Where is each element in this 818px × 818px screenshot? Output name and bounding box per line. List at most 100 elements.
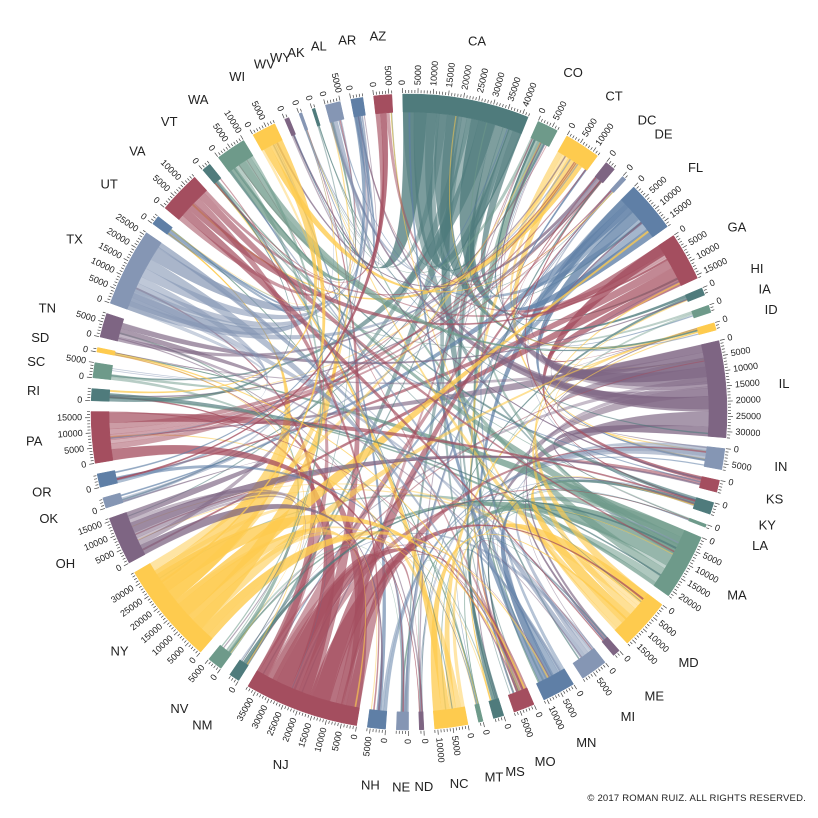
minor-tick-ok	[100, 502, 104, 504]
arc-wv[interactable]	[284, 117, 296, 137]
arc-mt[interactable]	[474, 703, 484, 723]
minor-tick-ks	[718, 489, 722, 491]
minor-tick-nc	[461, 726, 464, 730]
minor-tick-ut	[154, 213, 158, 217]
arc-ca[interactable]	[402, 93, 529, 135]
arc-hi[interactable]	[684, 287, 706, 302]
tick-label-ca: 40000	[520, 81, 538, 108]
major-tick-il	[725, 369, 731, 371]
arc-ut[interactable]	[152, 216, 173, 235]
arc-wy[interactable]	[298, 112, 309, 131]
tick-label-ca: 20000	[460, 64, 474, 90]
arc-ma[interactable]	[653, 529, 702, 597]
arc-id[interactable]	[696, 322, 717, 336]
minor-tick-va	[187, 178, 190, 181]
tick-label-dc: 0	[607, 148, 618, 158]
arc-tn[interactable]	[99, 313, 125, 342]
arc-md[interactable]	[614, 593, 663, 644]
arc-va[interactable]	[164, 176, 208, 220]
minor-tick-ca	[499, 103, 501, 107]
arc-ar[interactable]	[350, 97, 366, 118]
arc-tx[interactable]	[109, 232, 162, 310]
arc-oh[interactable]	[108, 512, 146, 564]
arc-ia[interactable]	[691, 304, 712, 319]
state-label-me: ME	[644, 688, 664, 703]
minor-tick-nj	[331, 721, 333, 725]
arc-de[interactable]	[610, 176, 627, 194]
minor-tick-md	[636, 635, 640, 638]
arc-wa[interactable]	[217, 140, 254, 173]
tick-label-az: 0	[368, 81, 378, 87]
arc-vt[interactable]	[202, 163, 222, 185]
arc-me[interactable]	[601, 636, 620, 656]
tick-label-ca: 35000	[505, 76, 522, 103]
arc-or[interactable]	[96, 470, 118, 488]
arc-al[interactable]	[325, 101, 345, 123]
tick-label-in: 0	[733, 444, 739, 455]
major-tick-ct	[580, 138, 584, 144]
arc-pa[interactable]	[90, 411, 114, 464]
arc-nj[interactable]	[247, 670, 360, 726]
arc-sc[interactable]	[92, 362, 113, 380]
arc-fl[interactable]	[620, 186, 668, 238]
arc-mn[interactable]	[535, 668, 574, 701]
arc-sd[interactable]	[96, 347, 116, 356]
minor-tick-ca	[490, 100, 492, 104]
minor-tick-ut	[152, 216, 156, 219]
minor-tick-nj	[245, 686, 248, 690]
minor-tick-ny	[132, 575, 136, 578]
minor-tick-ma	[679, 580, 683, 584]
minor-tick-wa	[223, 148, 226, 152]
minor-tick-ga	[685, 251, 689, 254]
minor-tick-dc	[613, 164, 617, 168]
arc-il[interactable]	[701, 340, 728, 439]
arc-dc[interactable]	[594, 162, 615, 184]
major-tick-tn	[98, 320, 104, 323]
arc-nc[interactable]	[432, 706, 469, 730]
minor-tick-ny	[181, 638, 185, 641]
arc-in[interactable]	[703, 446, 726, 471]
state-label-mn: MN	[576, 735, 596, 750]
arc-ny[interactable]	[134, 563, 213, 653]
arc-wi[interactable]	[252, 123, 283, 151]
minor-tick-nv	[208, 661, 211, 665]
arc-az[interactable]	[373, 94, 394, 115]
minor-tick-tx	[110, 289, 114, 292]
tick-label-nj: 30000	[250, 703, 270, 730]
tick-label-al: 5000	[330, 72, 344, 94]
arc-nh[interactable]	[366, 709, 388, 730]
minor-tick-mi	[585, 677, 588, 681]
arc-ak[interactable]	[311, 107, 321, 127]
minor-tick-ca	[487, 99, 489, 103]
arc-ky[interactable]	[692, 497, 715, 515]
arc-ri[interactable]	[90, 388, 111, 402]
minor-tick-nj	[259, 694, 262, 698]
tick-label-ct: 0	[566, 121, 577, 130]
minor-tick-ks	[719, 483, 723, 485]
arc-ga[interactable]	[658, 235, 698, 287]
minor-tick-ma	[675, 586, 679, 589]
minor-tick-va	[184, 180, 188, 183]
arc-la[interactable]	[688, 517, 707, 528]
tick-label-oh: 0	[114, 562, 123, 573]
arc-co[interactable]	[530, 121, 558, 147]
minor-tick-va	[191, 173, 195, 177]
tick-label-mi: 5000	[594, 676, 614, 698]
copyright-notice: © 2017 ROMAN RUIZ. ALL RIGHTS RESERVED.	[587, 793, 806, 804]
arc-mi[interactable]	[572, 647, 606, 679]
arc-ct[interactable]	[557, 135, 598, 171]
minor-tick-tx	[109, 292, 113, 295]
arc-nv[interactable]	[208, 644, 232, 669]
arc-nd[interactable]	[418, 711, 425, 731]
minor-tick-co	[546, 121, 549, 125]
arc-ks[interactable]	[698, 476, 720, 493]
major-tick-ky	[714, 502, 720, 505]
arc-mo[interactable]	[507, 687, 535, 713]
minor-tick-nj	[248, 688, 251, 692]
arc-ms[interactable]	[488, 698, 505, 719]
minor-tick-nm	[233, 679, 236, 683]
arc-ne[interactable]	[396, 711, 409, 731]
arc-nm[interactable]	[229, 659, 249, 681]
arc-ok[interactable]	[102, 492, 124, 509]
minor-tick-ny	[177, 633, 181, 637]
